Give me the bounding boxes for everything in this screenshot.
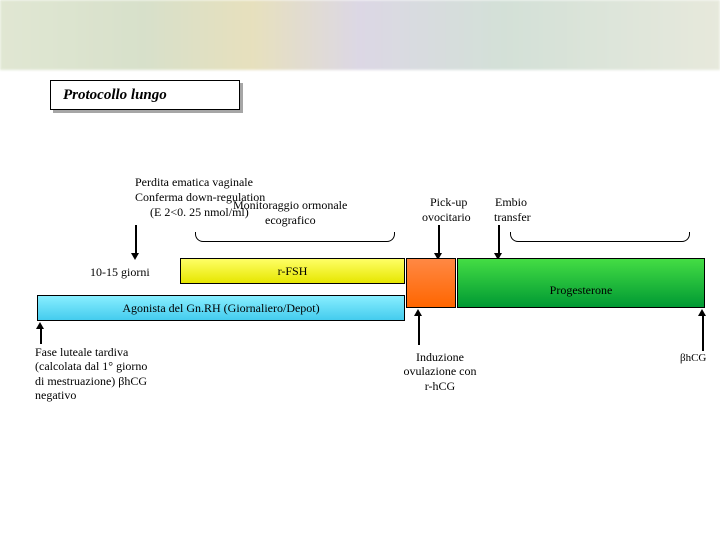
decorative-header-bg <box>0 0 720 70</box>
arrow-stem <box>418 315 420 345</box>
label-transfer: transfer <box>494 210 531 224</box>
bar-36h <box>406 258 456 308</box>
label-monitoraggio: Monitoraggio ormonale <box>233 198 347 212</box>
label-induzione: Induzione ovulazione con r-hCG <box>400 350 480 393</box>
arrow-stem <box>40 328 42 344</box>
label-ecografico: ecografico <box>265 213 316 227</box>
arrow-stem <box>135 225 137 255</box>
label-perdita: Perdita ematica vaginale <box>135 175 253 189</box>
arrow-down-icon <box>131 253 139 260</box>
bar-rfsh: r-FSH <box>180 258 405 284</box>
arrow-stem <box>498 225 500 255</box>
brace-icon <box>510 232 690 242</box>
bar-progesterone: Progesterone <box>457 258 705 308</box>
title-box: Protocollo lungo <box>50 80 240 110</box>
label-fase-luteale: Fase luteale tardiva (calcolata dal 1° g… <box>35 345 150 403</box>
label-pickup: Pick-up <box>430 195 467 209</box>
bar-progesterone-label: Progesterone <box>550 283 613 298</box>
bar-agonista: Agonista del Gn.RH (Giornaliero/Depot) <box>37 295 405 321</box>
arrow-stem <box>438 225 440 255</box>
arrow-up-icon <box>36 322 44 329</box>
arrow-up-icon <box>698 309 706 316</box>
label-ovocitario: ovocitario <box>422 210 471 224</box>
brace-icon <box>195 232 395 242</box>
arrow-stem <box>702 315 704 351</box>
label-10-15-giorni: 10-15 giorni <box>90 265 150 279</box>
label-embio: Embio <box>495 195 527 209</box>
bar-rfsh-label: r-FSH <box>278 264 308 279</box>
title-text: Protocollo lungo <box>63 87 167 104</box>
bar-agonista-label: Agonista del Gn.RH (Giornaliero/Depot) <box>122 301 319 316</box>
label-bhcg: βhCG <box>680 352 706 365</box>
arrow-up-icon <box>414 309 422 316</box>
